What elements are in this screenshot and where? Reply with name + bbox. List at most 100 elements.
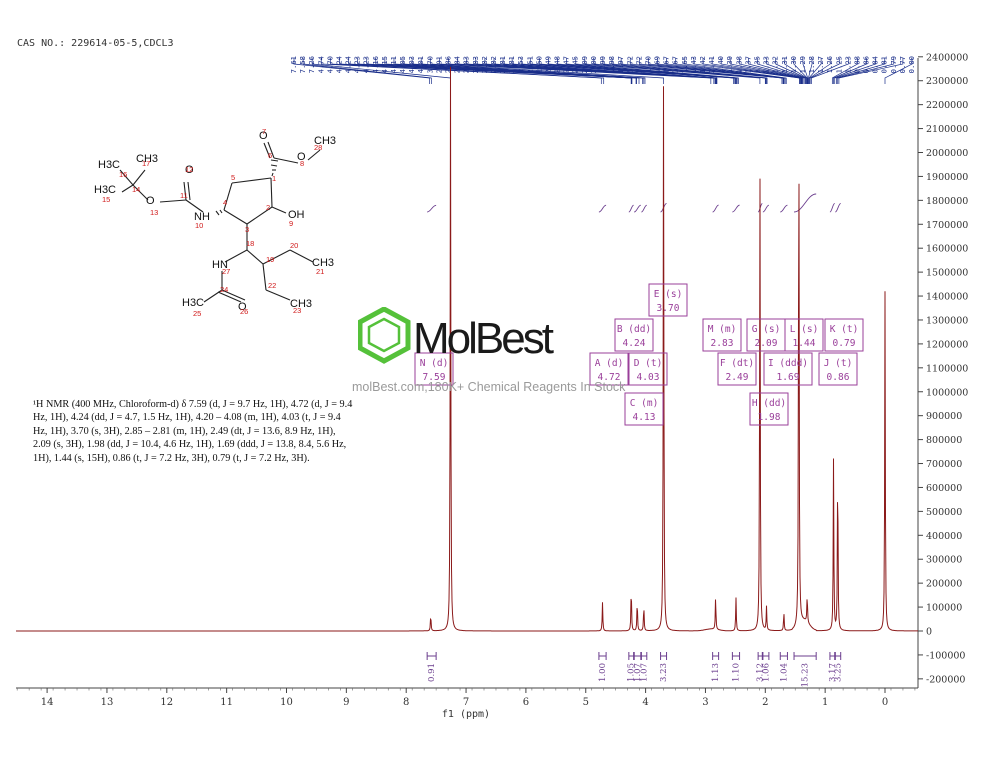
y-tick-label: 200000	[926, 579, 962, 590]
atom-label: OH	[288, 209, 305, 221]
top-peak-label: 4.23	[353, 56, 362, 73]
top-peak-label: 4.74	[316, 56, 325, 73]
x-tick-label: 1	[822, 697, 828, 708]
atom-label: O	[238, 301, 247, 313]
x-tick-label: 4	[642, 697, 648, 708]
atom-number: 22	[268, 281, 276, 290]
top-peak-leader	[802, 58, 809, 84]
bond	[246, 249, 264, 265]
top-peak-label: 2.81	[498, 56, 507, 73]
top-peak-label: 1.37	[743, 56, 752, 73]
bond	[270, 177, 273, 208]
y-tick-label: 1000000	[926, 387, 968, 398]
atom-label: CH3	[314, 135, 336, 147]
peak-label-value: 2.83	[711, 338, 734, 349]
integral-curve	[835, 202, 841, 213]
spectrum-line	[16, 66, 918, 632]
integral-value: 3.25	[834, 663, 844, 682]
bond	[119, 169, 134, 186]
atom-number: 24	[220, 285, 228, 294]
atom-number: 2	[266, 203, 270, 212]
atom-label: H3C	[182, 297, 204, 309]
peak-label-id: A (d)	[595, 358, 624, 369]
y-tick-label: 1900000	[926, 172, 968, 183]
atom-number: 10	[195, 221, 203, 230]
bond	[267, 141, 275, 159]
top-peak-leader	[366, 58, 633, 84]
peak-label-value: 4.13	[633, 412, 656, 423]
top-peak-leader	[520, 58, 734, 84]
top-peak-leader	[575, 58, 739, 84]
top-peak-label: 2.53	[516, 56, 525, 73]
top-peak-label: 1.69	[653, 56, 662, 73]
top-peak-leader	[293, 58, 430, 84]
y-tick-label: 1400000	[926, 292, 968, 303]
y-tick-label: 1300000	[926, 315, 968, 326]
top-peak-label: 2.45	[571, 56, 580, 73]
y-tick-label: -100000	[926, 650, 965, 661]
top-peak-leader	[593, 58, 766, 84]
atom-label: CH3	[136, 153, 158, 165]
molecule-atom-labels: 123456O7O8OH9NH1011O12O1314H3C15H3C16CH3…	[94, 127, 336, 318]
top-peak-label: 1.23	[843, 56, 852, 73]
top-peak-label: 2.47	[562, 56, 571, 73]
top-peak-label: 1.70	[643, 56, 652, 73]
top-peak-label: 1.40	[716, 56, 725, 73]
bond	[183, 181, 187, 201]
top-peak-label: 4.05	[398, 56, 407, 73]
peak-label-value: 2.49	[726, 372, 749, 383]
bond	[246, 206, 273, 225]
integral-value: 3.12	[756, 663, 766, 682]
atom-number: 28	[314, 143, 322, 152]
top-peak-label: 0.77	[898, 56, 907, 73]
top-peak-leader	[584, 58, 761, 84]
x-tick-label: 3	[702, 697, 708, 708]
atom-number: 21	[316, 267, 324, 276]
top-peak-leader	[766, 58, 806, 84]
hashed-bond	[270, 159, 279, 177]
integral-value: 1.07	[633, 663, 643, 682]
top-peak-label: 4.15	[380, 56, 389, 73]
atom-number: 8	[300, 159, 304, 168]
x-tick-label: 13	[101, 697, 114, 708]
top-peak-leader	[420, 58, 646, 84]
top-peak-leader	[702, 58, 801, 84]
y-tick-label: 400000	[926, 531, 962, 542]
top-peak-leader	[884, 58, 913, 84]
bond	[262, 263, 267, 291]
bond	[223, 209, 248, 225]
top-peak-label: 4.23	[362, 56, 371, 73]
peak-label-id: B (dd)	[617, 324, 651, 335]
atom-label: NH	[194, 211, 210, 223]
top-peak-label: 7.58	[298, 56, 307, 73]
top-peak-leader	[693, 58, 800, 84]
y-tick-label: 1200000	[926, 339, 968, 350]
peak-label-value: 4.24	[623, 338, 646, 349]
top-peak-leader	[808, 58, 813, 84]
top-peak-leader	[836, 58, 886, 84]
top-peak-leader	[738, 58, 803, 84]
atom-number: 25	[193, 309, 201, 318]
integral-curves	[427, 193, 841, 213]
top-peak-label: 1.65	[680, 56, 689, 73]
peak-label-id: E (s)	[654, 289, 683, 300]
integral-value: 0.91	[427, 663, 437, 682]
top-peak-labels: 7.61 7.58 7.26 4.74 4.70 4.24 4.24 4.23 4.23 4.16…	[289, 56, 916, 84]
top-peak-leader	[330, 58, 605, 84]
top-peak-leader	[620, 58, 768, 84]
peak-label-id: G (s)	[752, 324, 781, 335]
peak-label-box: M (m) 2.83	[702, 318, 742, 352]
top-peak-label: 4.24	[334, 56, 343, 73]
top-peak-label: 7.26	[307, 56, 316, 73]
y-tick-label: 1600000	[926, 244, 968, 255]
peak-label-box: C (m) 4.13	[624, 392, 664, 426]
y-tick-label: 300000	[926, 555, 962, 566]
top-peak-leader	[611, 58, 767, 84]
top-peak-leader	[639, 58, 783, 84]
x-tick-label: 7	[463, 697, 469, 708]
top-peak-label: 0.86	[862, 56, 871, 73]
top-peak-leader	[748, 58, 804, 84]
top-peak-label: 2.50	[534, 56, 543, 73]
atom-label: H3C	[94, 184, 116, 196]
peak-label-id: J (t)	[824, 358, 853, 369]
